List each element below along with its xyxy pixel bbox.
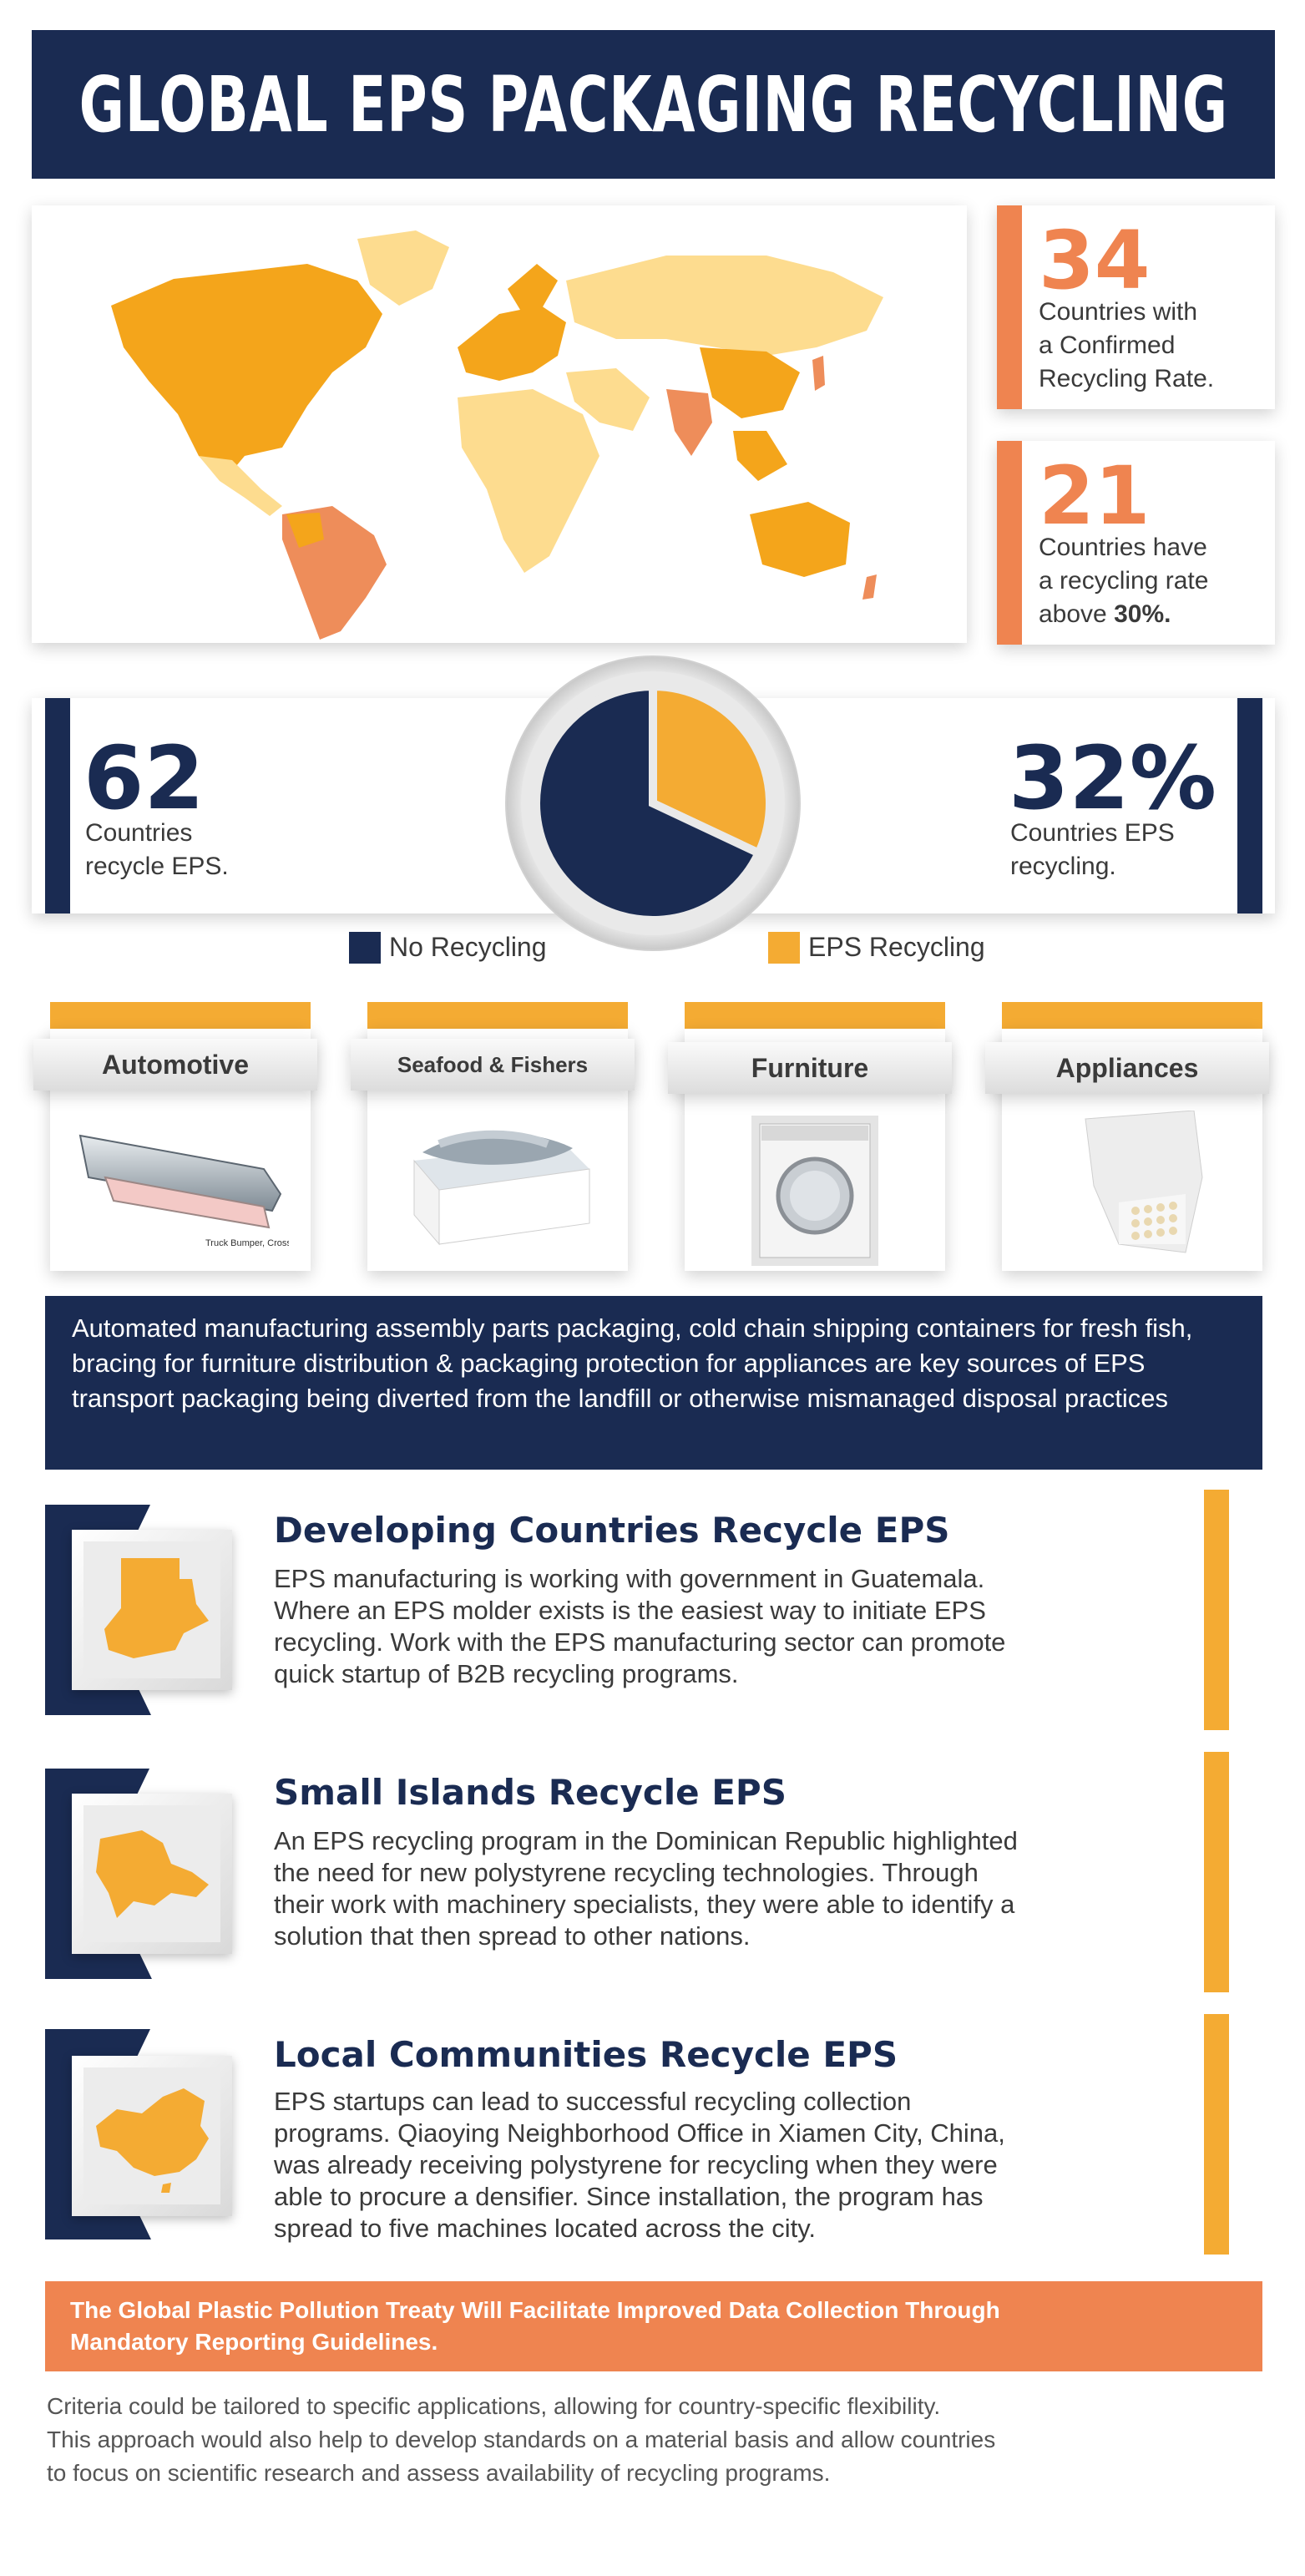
bumper-cross-section-icon: Truck Bumper, Cross-section (72, 1119, 323, 1253)
industry-label: Furniture (668, 1042, 952, 1094)
eps-corner-protector-icon (1069, 1110, 1211, 1261)
left-stat-line: recycle EPS. (85, 853, 229, 880)
stat-line: Countries have (1039, 534, 1207, 561)
feature-body: EPS manufacturing is working with govern… (274, 1564, 1006, 1688)
stat-line: a recycling rate (1039, 567, 1209, 595)
fish-box-icon (397, 1111, 598, 1261)
banner-line: The Global Plastic Pollution Treaty Will… (70, 2297, 1000, 2323)
industry-label: Appliances (985, 1042, 1269, 1094)
legend-label: EPS Recycling (808, 932, 985, 962)
footer-text: Criteria could be tailored to specific a… (47, 2390, 1249, 2490)
feature-accent-bar (1204, 2014, 1229, 2255)
world-map-card (32, 205, 967, 643)
pie-chart (503, 653, 803, 954)
pie-chart-svg (505, 655, 801, 951)
legend-swatch-eps-recycling (768, 932, 800, 964)
stat-number: 21 (1039, 449, 1151, 543)
feature-icon-frame (72, 1530, 232, 1690)
feature-card-communities (100, 2012, 1262, 2255)
stat-accent-bar (997, 441, 1022, 645)
guatemala-map-icon (104, 1558, 209, 1658)
stat-box-confirmed-rate: 34 Countries with a Confirmed Recycling … (997, 205, 1275, 409)
feature-title: Small Islands Recycle EPS (274, 1772, 787, 1813)
banner-line: Mandatory Reporting Guidelines. (70, 2329, 438, 2355)
washing-machine-packaging-icon (751, 1116, 878, 1266)
legend-label: No Recycling (389, 932, 547, 962)
industry-top-bar (1002, 1002, 1262, 1029)
treaty-banner: The Global Plastic Pollution Treaty Will… (45, 2281, 1262, 2371)
industry-top-bar (367, 1002, 628, 1029)
stat-number: 34 (1039, 214, 1151, 307)
footer-line: to focus on scientific research and asse… (47, 2460, 831, 2486)
feature-accent-bar (1204, 1752, 1229, 1992)
feature-icon-frame (72, 1794, 232, 1954)
pie-left-accent-bar (45, 698, 70, 913)
pie-slice-eps-recycling (649, 681, 774, 859)
stat-accent-bar (997, 205, 1022, 409)
industry-top-bar (685, 1002, 945, 1029)
header-banner: GLOBAL EPS PACKAGING RECYCLING (32, 30, 1275, 179)
feature-card-developing (100, 1488, 1262, 1730)
footer-line: Criteria could be tailored to specific a… (47, 2393, 941, 2419)
stat-line: Countries with (1039, 298, 1198, 326)
dominican-republic-map-icon (96, 1830, 209, 1918)
footer-line: This approach would also help to develop… (47, 2427, 996, 2452)
right-stat-line: recycling. (1010, 853, 1116, 880)
feature-card-islands (100, 1750, 1262, 1992)
feature-body: An EPS recycling program in the Dominica… (274, 1826, 1018, 1951)
pie-right-accent-bar (1237, 698, 1262, 913)
china-map-icon (96, 2088, 209, 2193)
stat-line: a Confirmed (1039, 331, 1176, 359)
stat-line: above 30%. (1039, 600, 1171, 628)
legend-swatch-no-recycling (349, 932, 381, 964)
feature-title: Developing Countries Recycle EPS (274, 1510, 950, 1551)
left-stat-line: Countries (85, 819, 193, 847)
world-map-icon (111, 230, 883, 640)
feature-accent-bar (1204, 1490, 1229, 1730)
feature-body: EPS startups can lead to successful recy… (274, 2087, 1005, 2243)
industry-label: Seafood & Fishers (351, 1039, 635, 1091)
sources-paragraph: Automated manufacturing assembly parts p… (45, 1296, 1262, 1470)
industry-label: Automotive (33, 1039, 317, 1091)
bumper-caption: Truck Bumper, Cross-section (205, 1238, 289, 1248)
stat-box-above-30: 21 Countries have a recycling rate above… (997, 441, 1275, 645)
pie-slice-no-recycling (532, 681, 765, 924)
feature-title: Local Communities Recycle EPS (274, 2034, 898, 2075)
industry-top-bar (50, 1002, 311, 1029)
feature-icon-frame (72, 2056, 232, 2216)
stat-line: Recycling Rate. (1039, 365, 1215, 392)
page-title: GLOBAL EPS PACKAGING RECYCLING (78, 59, 1228, 149)
right-stat-number: 32% (1009, 727, 1216, 829)
right-stat-line: Countries EPS (1010, 819, 1175, 847)
left-stat-number: 62 (83, 727, 205, 829)
